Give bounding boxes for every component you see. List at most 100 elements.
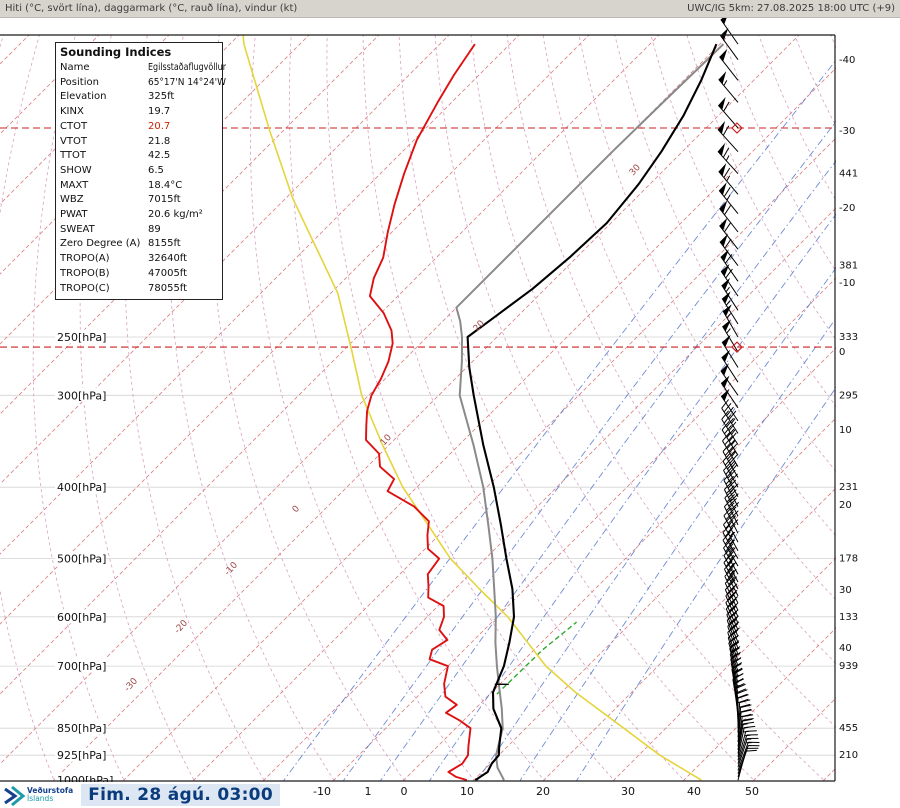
tropopause-lines	[0, 127, 835, 348]
bottom-temp-label: 20	[536, 785, 550, 798]
pressure-label: 300[hPa]	[57, 389, 106, 402]
indices-row: TROPO(C) 78055ft	[60, 282, 218, 297]
indices-row-value: 8155ft	[148, 238, 181, 250]
right-height-label: 133	[839, 612, 858, 623]
indices-row-label: SHOW	[60, 164, 92, 176]
indices-row-value: 42.5	[148, 150, 171, 162]
pressure-label: 600[hPa]	[57, 611, 106, 624]
right-height-label: 939	[839, 661, 858, 672]
right-temp-label: 20	[839, 500, 852, 511]
indices-row: SWEAT 89	[60, 223, 218, 238]
indices-row-value: 89	[148, 223, 161, 235]
indices-row-value: 19.7	[148, 106, 171, 118]
model-run-label: UWC/IG 5km: 27.08.2025 18:00 UTC (+9)	[687, 3, 895, 14]
right-height-label: 178	[839, 554, 858, 565]
indices-row: CTOT 20.7	[60, 120, 218, 135]
right-height-label: 381	[839, 261, 858, 272]
right-temp-label: 0	[839, 347, 845, 358]
indices-row-value: Egilsstaðaflugvöllur	[148, 62, 226, 73]
right-height-label: 441	[839, 169, 858, 180]
indices-row-label: TTOT	[60, 150, 87, 162]
logo-arrows-icon	[4, 785, 25, 806]
indices-row-label: SWEAT	[60, 223, 95, 235]
indices-row: PWAT 20.6 kg/m²	[60, 208, 218, 223]
indices-row-value: 32640ft	[148, 253, 188, 265]
right-temp-label: 10	[839, 425, 852, 436]
tropopause-marker	[731, 341, 743, 353]
indices-row-label: MAXT	[60, 179, 89, 191]
indices-row-label: TROPO(C)	[60, 282, 110, 294]
bottom-temp-label: 10	[460, 785, 474, 798]
wind-barbs	[717, 12, 760, 781]
logo-text: Veðurstofa Íslands	[27, 785, 74, 803]
indices-row-value: 325ft	[148, 91, 175, 103]
profiles	[242, 35, 725, 781]
indices-row: MAXT 18.4°C	[60, 179, 218, 194]
indices-row: SHOW 6.5	[60, 164, 218, 179]
right-temp-label: -10	[839, 278, 855, 289]
pressure-label: 400[hPa]	[57, 481, 106, 494]
right-temp-label: 40	[839, 643, 852, 654]
footer: Veðurstofa Íslands Fim. 28 ágú. 03:00	[0, 781, 280, 808]
logo-text-line1: Veðurstofa	[27, 785, 74, 795]
indices-row-label: CTOT	[60, 120, 88, 132]
sounding-indices-panel: Sounding Indices Name Egilsstaðaflugvöllu…	[55, 42, 226, 301]
right-height-label: 210	[839, 750, 858, 761]
indices-row-value: 65°17'N 14°24'W	[148, 76, 226, 88]
bottom-temp-label: -10	[313, 785, 331, 798]
indices-row-value: 6.5	[148, 164, 164, 176]
indices-row-value: 18.4°C	[148, 179, 183, 191]
bottom-temp-label: 0	[401, 785, 408, 798]
indices-row-value: 20.7	[148, 120, 171, 132]
indices-row: WBZ 7015ft	[60, 193, 218, 208]
right-height-label: 231	[839, 482, 858, 493]
indices-row: Position 65°17'N 14°24'W	[60, 76, 226, 91]
pressure-label: 500[hPa]	[57, 553, 106, 566]
indices-row-label: VTOT	[60, 135, 87, 147]
indices-row-value: 47005ft	[148, 267, 188, 279]
indices-row: TROPO(A) 32640ft	[60, 252, 218, 267]
bottom-temp-label: 30	[621, 785, 635, 798]
chart-legend-title: Hiti (°C, svört lína), daggarmark (°C, r…	[5, 3, 298, 14]
skewt-grid	[0, 35, 836, 781]
indices-row-value: 7015ft	[148, 194, 181, 206]
indices-row: Name Egilsstaðaflugvöllur	[60, 61, 226, 76]
pressure-label: 700[hPa]	[57, 660, 106, 673]
indices-panel-title: Sounding Indices	[60, 45, 172, 59]
indices-row: Zero Degree (A) 8155ft	[60, 237, 218, 252]
pressure-label: 250[hPa]	[57, 331, 106, 344]
right-temp-label: 30	[839, 585, 852, 596]
inline-grid-label: 0	[291, 504, 302, 515]
dewpoint-curve	[365, 43, 476, 781]
valid-time-label: Fim. 28 ágú. 03:00	[81, 783, 280, 806]
indices-row-label: PWAT	[60, 209, 88, 221]
right-height-label: 295	[839, 390, 858, 401]
right-height-label: 455	[839, 723, 858, 734]
indices-row: VTOT 21.8	[60, 135, 218, 150]
indices-row-label: Elevation	[60, 91, 107, 103]
indices-rows: Name Egilsstaðaflugvöllur Position 65°17'N …	[60, 61, 226, 297]
temperature-curve	[466, 43, 718, 781]
parcel_path-curve	[455, 43, 725, 781]
right-height-label: 333	[839, 332, 858, 343]
indices-row: KINX 19.7	[60, 105, 218, 120]
bottom-temp-label: 40	[687, 785, 701, 798]
indices-row-label: Position	[60, 76, 99, 88]
moist-segment	[496, 621, 578, 695]
indices-row-label: KINX	[60, 106, 84, 118]
indices-row: TROPO(B) 47005ft	[60, 267, 218, 282]
indices-row-label: Name	[60, 62, 90, 73]
indices-row-value: 21.8	[148, 135, 171, 147]
indices-row-value: 20.6 kg/m²	[148, 209, 203, 221]
indices-row-label: TROPO(B)	[60, 267, 110, 279]
right-temp-label: -40	[839, 55, 855, 66]
logo-text-line2: Íslands	[27, 793, 54, 803]
indices-row: Elevation 325ft	[60, 90, 218, 105]
right-temp-label: -20	[839, 203, 855, 214]
tropopause-marker	[731, 122, 743, 134]
bottom-temp-label: 1	[365, 785, 372, 798]
indices-row: TTOT 42.5	[60, 149, 218, 164]
indices-row-label: TROPO(A)	[60, 253, 110, 265]
vedurstofa-logo: Veðurstofa Íslands	[3, 783, 73, 807]
